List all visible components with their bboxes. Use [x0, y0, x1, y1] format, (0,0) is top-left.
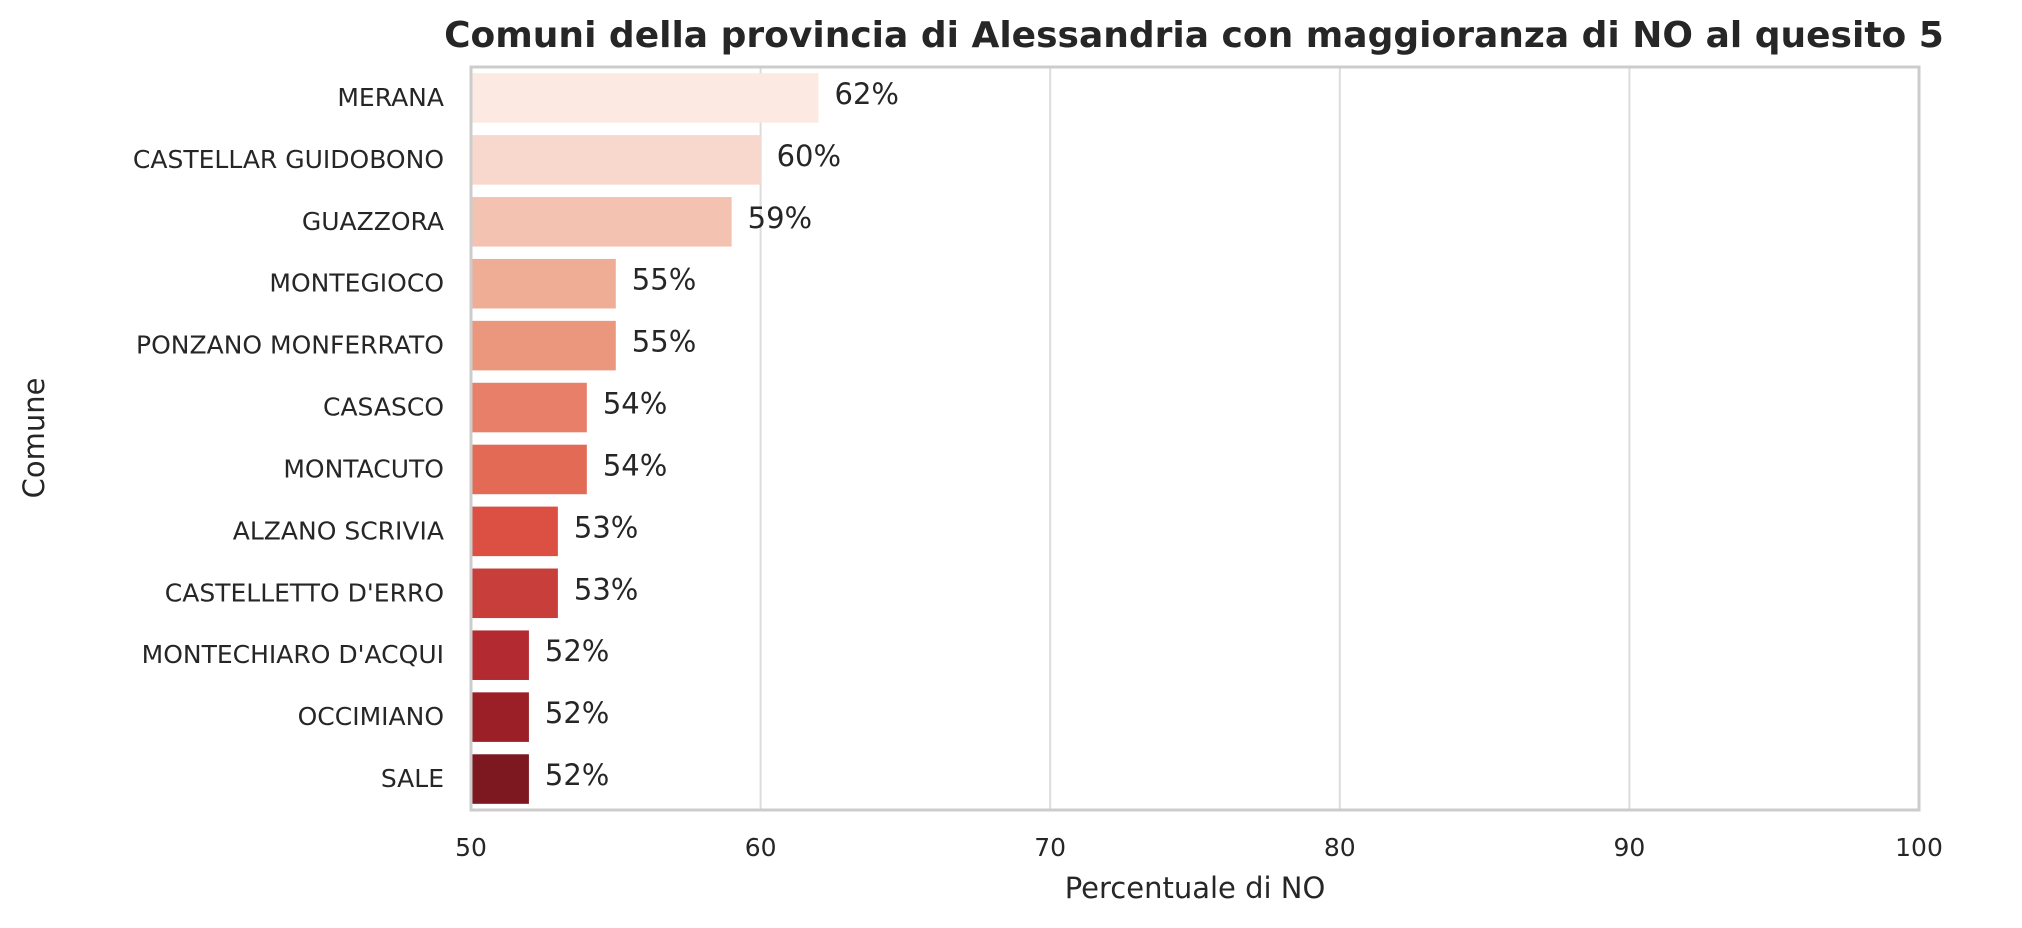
- y-tick-label: GUAZZORA: [302, 207, 444, 236]
- y-axis-label: Comune: [17, 378, 51, 499]
- bar: [471, 73, 819, 123]
- value-label: 62%: [835, 77, 899, 111]
- value-label: 53%: [574, 510, 638, 544]
- x-tick-label: 90: [1613, 833, 1645, 862]
- x-tick-label: 100: [1895, 833, 1943, 862]
- value-label: 54%: [603, 387, 667, 421]
- bar: [471, 754, 529, 804]
- y-tick-label: SALE: [381, 764, 444, 793]
- y-tick-label: CASASCO: [323, 393, 444, 422]
- y-tick-label: MONTEGIOCO: [269, 269, 444, 298]
- y-tick-label: ALZANO SCRIVIA: [233, 516, 444, 545]
- bar: [471, 444, 587, 495]
- bar: [471, 568, 558, 619]
- x-tick-label: 70: [1034, 833, 1066, 862]
- value-label: 52%: [545, 634, 609, 668]
- x-tick-label: 60: [745, 833, 777, 862]
- value-label: 53%: [574, 572, 638, 606]
- value-label: 60%: [777, 139, 841, 173]
- chart-title: Comuni della provincia di Alessandria co…: [444, 15, 1944, 56]
- value-label: 59%: [748, 201, 812, 235]
- y-tick-label: OCCIMIANO: [298, 702, 444, 731]
- bar: [471, 197, 732, 247]
- value-label: 52%: [545, 758, 609, 792]
- value-label: 55%: [632, 325, 696, 359]
- bar: [471, 320, 616, 371]
- y-tick-label: MERANA: [337, 83, 444, 112]
- x-tick-label: 80: [1324, 833, 1356, 862]
- bar: [471, 135, 761, 185]
- bar: [471, 382, 587, 433]
- bar: [471, 258, 616, 309]
- y-tick-label: MONTECHIARO D'ACQUI: [142, 640, 444, 669]
- bar: [471, 506, 558, 557]
- y-tick-label: PONZANO MONFERRATO: [136, 331, 444, 360]
- bar: [471, 630, 529, 680]
- x-axis-label: Percentuale di NO: [1065, 871, 1326, 905]
- value-label: 52%: [545, 696, 609, 730]
- y-tick-label: MONTACUTO: [283, 454, 444, 483]
- y-tick-label: CASTELLETTO D'ERRO: [165, 578, 444, 607]
- plot-frame: [469, 65, 1921, 812]
- x-tick-label: 50: [455, 833, 487, 862]
- bar: [471, 692, 529, 742]
- y-tick-label: CASTELLAR GUIDOBONO: [133, 145, 444, 174]
- value-label: 55%: [632, 263, 696, 297]
- value-label: 54%: [603, 448, 667, 482]
